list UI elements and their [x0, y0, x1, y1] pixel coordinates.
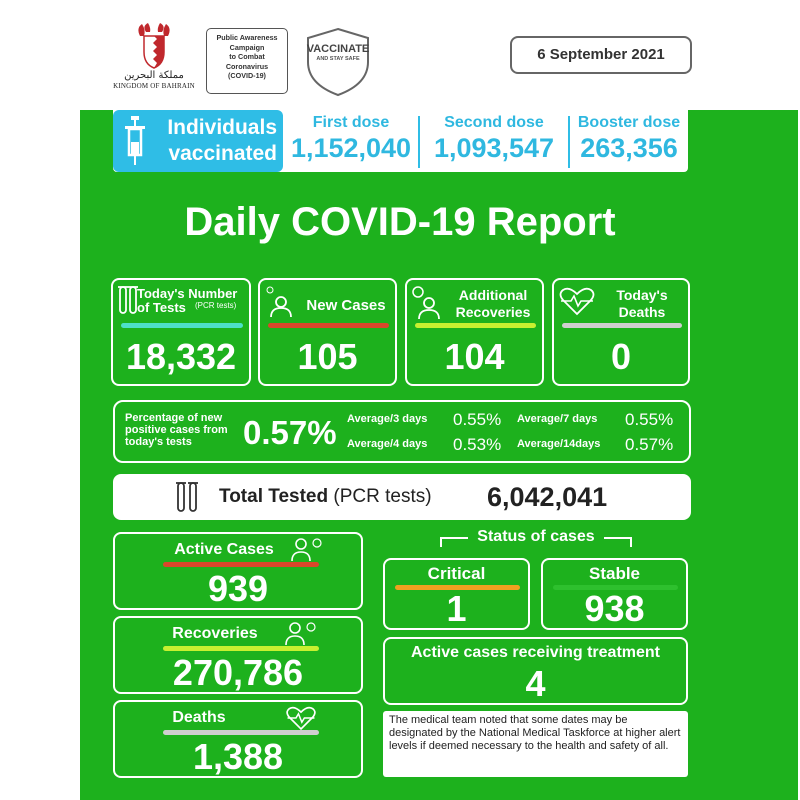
kingdom-of-bahrain-logo: مملكة البحرين KINGDOM OF BAHRAIN — [106, 22, 202, 94]
report-date: 6 September 2021 — [510, 36, 692, 74]
total-tested-bar: Total Tested (PCR tests) 6,042,041 — [113, 474, 691, 520]
new-cases-card: New Cases 105 — [258, 278, 397, 386]
total-recoveries-accent-line — [163, 646, 319, 651]
new-cases-value: 105 — [297, 336, 358, 377]
stable-label: Stable — [588, 564, 641, 583]
active-cases-value: 939 — [207, 568, 269, 609]
shield-icon — [307, 27, 369, 97]
vaccination-bar: Individuals vaccinated First dose 1,152,… — [113, 110, 688, 172]
average-7-days-label: Average/7 days — [517, 413, 598, 425]
active-cases-label: Active Cases — [174, 541, 274, 558]
tests-card: Today's Number of Tests (PCR tests) 18,3… — [111, 278, 251, 386]
booster-dose-label: Booster dose — [577, 114, 681, 131]
recoveries-accent-line — [415, 323, 536, 328]
bahrain-emblem-icon — [138, 23, 170, 69]
treatment-label: Active cases receiving treatment — [410, 644, 660, 661]
vaccinated-title: Individuals vaccinated — [167, 116, 277, 165]
tests-value: 18,332 — [125, 336, 237, 377]
total-tested-label-suffix: (PCR tests) — [328, 486, 432, 507]
heart-pulse-icon — [286, 706, 316, 731]
person-recovery-icon — [285, 622, 316, 646]
active-cases-accent-line — [163, 562, 319, 567]
recoveries-value: 104 — [444, 336, 505, 377]
tests-accent-line — [121, 323, 243, 328]
tests-sublabel: (PCR tests) — [195, 301, 237, 310]
status-title: Status of cases — [477, 528, 595, 545]
total-deaths-card: Deaths 1,388 — [113, 700, 363, 778]
average-7-days-value: 0.55% — [625, 410, 674, 429]
average-3-days-label: Average/3 days — [347, 413, 428, 425]
status-bracket-left — [440, 537, 442, 547]
status-bracket-line-left — [440, 537, 468, 539]
stable-value: 938 — [584, 588, 645, 629]
total-tested-label: Total Tested (PCR tests) — [219, 486, 432, 508]
header: مملكة البحرين KINGDOM OF BAHRAIN Public … — [0, 0, 800, 110]
status-bracket-right — [630, 537, 632, 547]
first-dose-label: First dose — [312, 114, 390, 131]
deaths-accent-line — [562, 323, 682, 328]
positivity-box: Percentage of new positive cases from to… — [113, 400, 691, 463]
deaths-card: Today's Deaths 0 — [552, 278, 690, 386]
total-tested-label-bold: Total Tested — [219, 486, 329, 507]
vaccinate-subtitle: AND STAY SAFE — [316, 56, 360, 62]
first-dose: First dose 1,152,040 — [287, 114, 415, 164]
vaccinated-panel: Individuals vaccinated — [113, 110, 283, 172]
person-recovery-icon — [412, 286, 440, 320]
recoveries-label: Additional Recoveries — [455, 287, 531, 320]
heart-pulse-icon — [559, 287, 595, 316]
test-tubes-icon — [118, 286, 138, 314]
medical-team-note: The medical team noted that some dates m… — [383, 711, 688, 777]
campaign-badge: Public Awareness Campaign to Combat Coro… — [206, 28, 288, 94]
booster-dose-value: 263,356 — [580, 133, 678, 163]
stable-accent-line — [553, 585, 678, 590]
new-cases-accent-line — [268, 323, 389, 328]
total-deaths-value: 1,388 — [192, 736, 284, 777]
syringe-icon — [125, 116, 145, 165]
total-deaths-accent-line — [163, 730, 319, 735]
logo-arabic-text: مملكة البحرين — [124, 70, 184, 81]
deaths-value: 0 — [610, 336, 632, 377]
dose-divider — [418, 116, 420, 168]
average-14-days-label: Average/14days — [517, 438, 601, 450]
average-4-days-label: Average/4 days — [347, 438, 428, 450]
tests-label: Today's Number of Tests — [137, 286, 238, 315]
booster-dose: Booster dose 263,356 — [571, 114, 687, 164]
vaccinate-badge: VACCINATE AND STAY SAFE — [298, 26, 378, 98]
new-cases-label: New Cases — [306, 297, 386, 314]
critical-value: 1 — [446, 588, 467, 629]
logo-english-text: KINGDOM OF BAHRAIN — [113, 82, 195, 90]
treatment-card: Active cases receiving treatment 4 — [383, 637, 688, 705]
critical-label: Critical — [427, 564, 486, 583]
second-dose-value: 1,093,547 — [433, 133, 555, 163]
total-recoveries-card: Recoveries 270,786 — [113, 616, 363, 694]
positivity-value: 0.57% — [243, 414, 337, 451]
total-recoveries-value: 270,786 — [172, 652, 304, 693]
deaths-label: Today's Deaths — [616, 287, 668, 320]
treatment-value: 4 — [525, 663, 546, 704]
person-virus-icon — [291, 538, 322, 562]
average-4-days-value: 0.53% — [453, 435, 502, 454]
second-dose-label: Second dose — [444, 114, 544, 131]
recoveries-card: Additional Recoveries 104 — [405, 278, 544, 386]
critical-card: Critical 1 — [383, 558, 530, 630]
total-deaths-label: Deaths — [172, 709, 226, 726]
average-14-days-value: 0.57% — [625, 435, 674, 454]
average-3-days-value: 0.55% — [453, 410, 502, 429]
first-dose-value: 1,152,040 — [290, 133, 412, 163]
dose-divider — [568, 116, 570, 168]
report-title: Daily COVID-19 Report — [184, 200, 616, 244]
active-cases-card: Active Cases 939 — [113, 532, 363, 610]
critical-accent-line — [395, 585, 520, 590]
positivity-label: Percentage of new positive cases from to… — [125, 412, 228, 448]
total-tested-value: 6,042,041 — [487, 482, 608, 512]
vaccinate-title: VACCINATE — [306, 43, 370, 55]
person-virus-icon — [266, 286, 292, 318]
total-recoveries-label: Recoveries — [172, 625, 258, 642]
test-tubes-icon — [176, 482, 198, 512]
stable-card: Stable 938 — [541, 558, 688, 630]
status-bracket-line-right — [604, 537, 632, 539]
second-dose: Second dose 1,093,547 — [423, 114, 565, 164]
